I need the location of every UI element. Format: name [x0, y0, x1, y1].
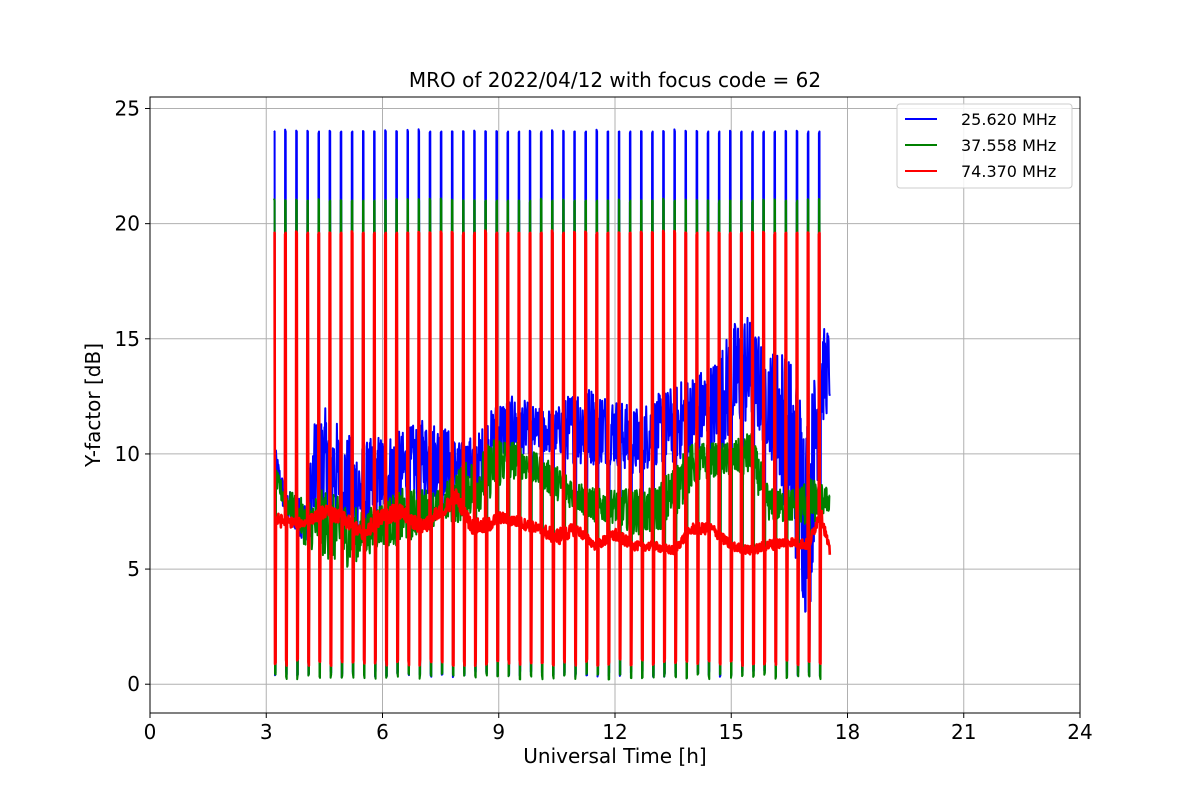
y-tick-label: 0: [127, 672, 140, 696]
legend-item: 74.370 MHz: [905, 162, 1056, 181]
y-tick-label: 15: [115, 327, 140, 351]
x-tick-label: 21: [951, 720, 976, 744]
x-tick-label: 15: [719, 720, 744, 744]
legend-item: 25.620 MHz: [905, 110, 1056, 129]
chart-title: MRO of 2022/04/12 with focus code = 62: [409, 68, 821, 92]
legend-box: [896, 103, 1073, 189]
x-tick-label: 18: [835, 720, 860, 744]
x-axis-label: Universal Time [h]: [523, 744, 706, 768]
y-tick-label: 20: [115, 212, 140, 236]
plot-area: [273, 128, 832, 681]
series-line: [273, 229, 832, 667]
legend-label: 37.558 MHz: [961, 136, 1056, 155]
x-tick-label: 24: [1067, 720, 1092, 744]
legend-item: 37.558 MHz: [905, 136, 1056, 155]
legend-label: 74.370 MHz: [961, 162, 1056, 181]
legend-label: 25.620 MHz: [961, 110, 1056, 129]
y-tick-label: 5: [127, 557, 140, 581]
x-tick-label: 3: [260, 720, 273, 744]
x-tick-label: 0: [144, 720, 157, 744]
series-74-370-MHz: [273, 229, 832, 667]
x-tick-label: 6: [376, 720, 389, 744]
y-tick-label: 10: [115, 442, 140, 466]
legend: 25.620 MHz 37.558 MHz 74.370 MHz: [896, 103, 1073, 189]
axes-ticks: 0 3 6 9 12 15 18 21 24 0 5 10 15 20 25: [115, 97, 1093, 744]
x-tick-label: 12: [602, 720, 627, 744]
x-tick-label: 9: [492, 720, 505, 744]
y-axis-label: Y-factor [dB]: [81, 343, 105, 468]
y-tick-label: 25: [115, 97, 140, 121]
